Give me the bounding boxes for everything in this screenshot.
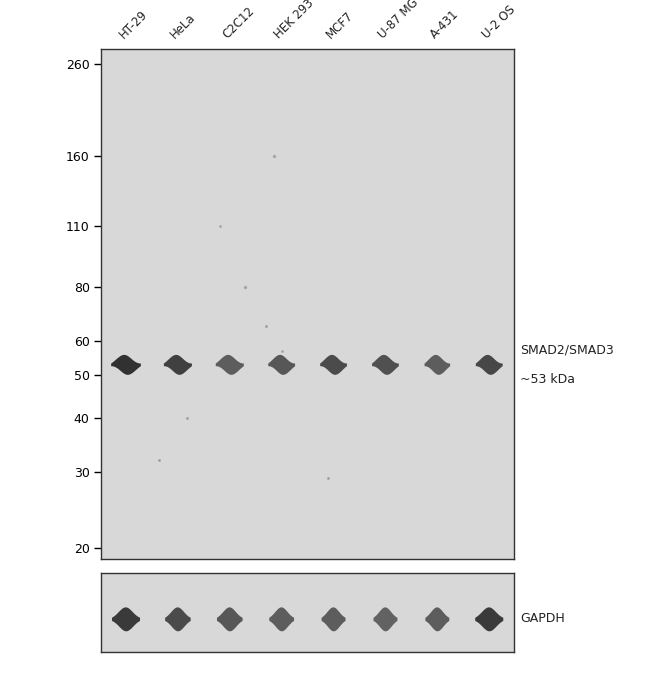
Text: U-2 OS: U-2 OS <box>480 3 517 41</box>
Text: C2C12: C2C12 <box>220 4 257 41</box>
Text: SMAD2/SMAD3: SMAD2/SMAD3 <box>520 343 614 356</box>
Text: U-87 MG: U-87 MG <box>376 0 421 41</box>
Text: GAPDH: GAPDH <box>520 612 565 625</box>
Text: ~53 kDa: ~53 kDa <box>520 373 575 386</box>
Text: MCF7: MCF7 <box>324 9 356 41</box>
Text: HEK 293: HEK 293 <box>272 0 317 41</box>
Text: A-431: A-431 <box>428 8 462 41</box>
Text: HeLa: HeLa <box>168 10 198 41</box>
Text: HT-29: HT-29 <box>116 8 150 41</box>
